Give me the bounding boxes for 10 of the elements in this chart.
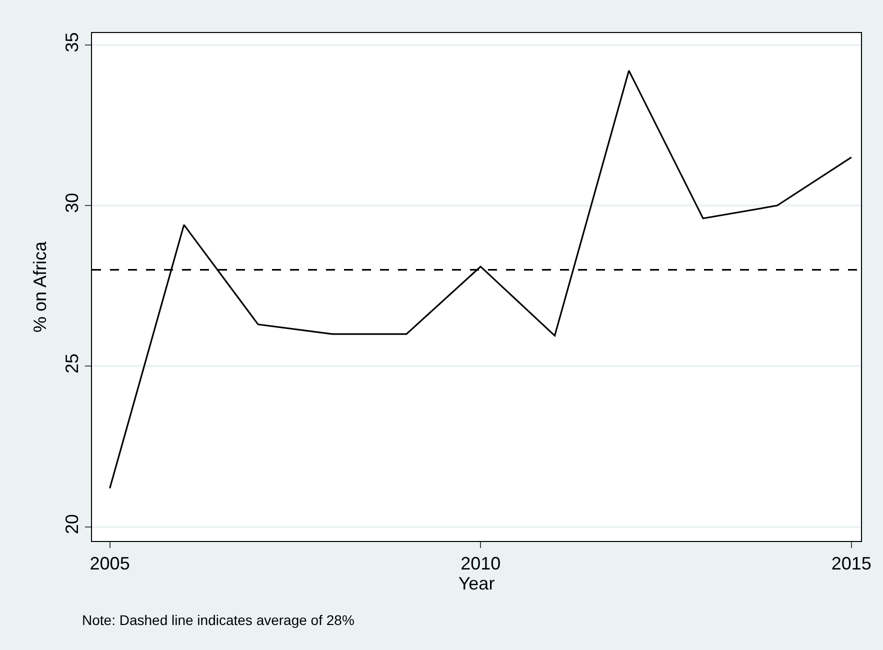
y-tick-label: 25 (62, 353, 82, 374)
x-tick-label: 2010 (460, 554, 501, 574)
x-tick-label: 2015 (831, 554, 872, 574)
x-axis-title: Year (458, 574, 495, 594)
y-tick-label: 30 (62, 192, 82, 213)
y-tick-label: 20 (62, 514, 82, 534)
y-tick-label: 35 (62, 32, 82, 52)
x-tick-label: 2005 (90, 554, 130, 574)
text: Note: Dashed line indicates average of 28% (82, 612, 354, 628)
y-axis-title: % on Africa (30, 240, 50, 333)
